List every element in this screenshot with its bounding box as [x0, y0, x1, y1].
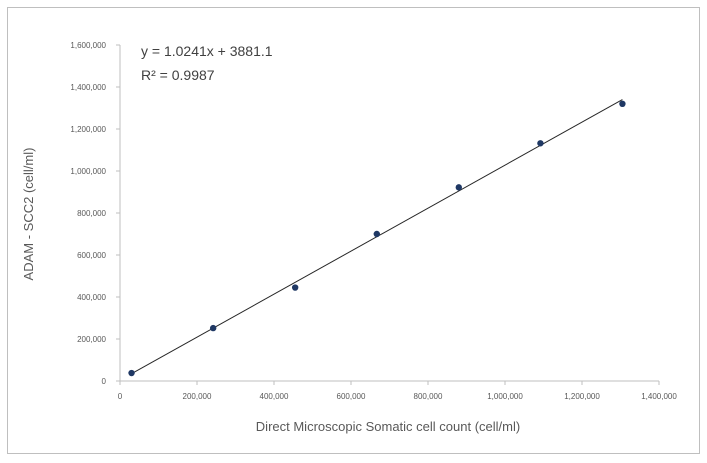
data-point [373, 230, 380, 238]
y-tick-label: 1,000,000 [70, 167, 106, 176]
x-tick-label: 1,200,000 [564, 392, 600, 401]
trendline-equation: y = 1.0241x + 3881.1 [141, 43, 273, 59]
x-tick-label: 800,000 [414, 392, 443, 401]
y-axis-title: ADAM - SCC2 (cell/ml) [21, 148, 36, 281]
chart-frame [7, 7, 700, 454]
data-point [128, 369, 135, 377]
y-tick-label: 1,400,000 [70, 83, 106, 92]
y-tick-label: 1,600,000 [70, 41, 106, 50]
y-tick-label: 200,000 [77, 335, 106, 344]
data-point [619, 100, 626, 108]
y-tick-label: 400,000 [77, 293, 106, 302]
x-tick-label: 400,000 [260, 392, 289, 401]
data-point [537, 140, 544, 147]
data-point [209, 324, 217, 332]
x-tick-label: 1,400,000 [641, 392, 677, 401]
data-point [291, 284, 299, 291]
x-tick-label: 1,000,000 [487, 392, 523, 401]
x-tick-label: 600,000 [337, 392, 366, 401]
x-tick-label: 200,000 [183, 392, 212, 401]
y-tick-label: 800,000 [77, 209, 106, 218]
x-axis-title: Direct Microscopic Somatic cell count (c… [256, 419, 520, 434]
r-squared-label: R² = 0.9987 [141, 67, 215, 83]
x-tick-label: 0 [118, 392, 123, 401]
y-tick-label: 0 [102, 377, 107, 386]
y-tick-label: 600,000 [77, 251, 106, 260]
y-tick-label: 1,200,000 [70, 125, 106, 134]
data-point [455, 184, 462, 191]
